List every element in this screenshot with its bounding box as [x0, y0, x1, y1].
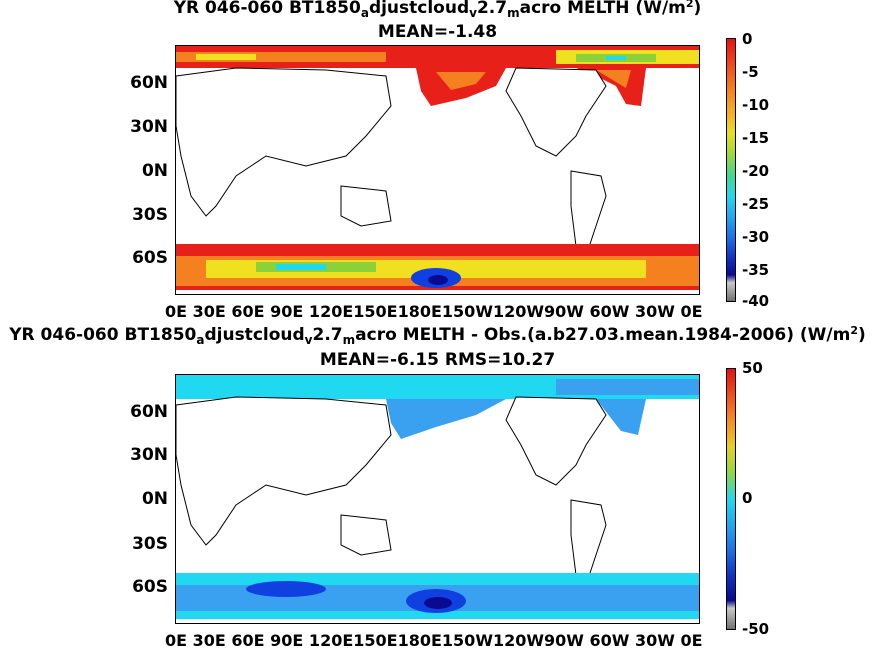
- colorbar-tick: -20: [742, 162, 770, 180]
- lat-label: 30S: [132, 205, 168, 225]
- australia-outline: [340, 514, 392, 556]
- colorbar-tick: 0: [742, 489, 753, 507]
- map-panel-difference: [175, 374, 700, 624]
- south-america-outline: [570, 170, 607, 257]
- colorbar-tick: -25: [742, 195, 770, 213]
- model-meltflux-map: [176, 46, 699, 294]
- north-pacific-diff: [386, 399, 506, 439]
- north-america-outline: [505, 396, 607, 486]
- panel2-subtitle: MEAN=-6.15 RMS=10.27: [319, 350, 556, 370]
- australia-outline: [340, 185, 392, 227]
- colorbar-tick: 50: [742, 359, 763, 377]
- lat-label: 0N: [141, 161, 168, 181]
- colorbar-tick: -40: [742, 292, 770, 310]
- lat-label: 60N: [130, 73, 168, 93]
- lat-label: 30N: [130, 445, 168, 465]
- map-panel-model: [175, 45, 700, 295]
- colorbar-difference: [726, 368, 736, 630]
- lat-label: 60S: [132, 248, 168, 268]
- colorbar-tick: -50: [742, 620, 770, 638]
- lat-label: 60N: [130, 402, 168, 422]
- colorbar-tick: -30: [742, 228, 770, 246]
- north-america-outline: [505, 67, 607, 157]
- eurasia-africa-outline: [176, 67, 392, 217]
- colorbar-tick: 0: [742, 30, 753, 48]
- lat-label: 30S: [132, 534, 168, 554]
- lon-labels: 0E 30E 60E 90E 120E150E180E150W120W90W 6…: [165, 631, 703, 650]
- lat-label: 30N: [130, 117, 168, 137]
- colorbar-tick: -15: [742, 129, 770, 147]
- colorbar-tick: -35: [742, 261, 770, 279]
- lon-labels: 0E 30E 60E 90E 120E150E180E150W120W90W 6…: [165, 302, 703, 321]
- colorbar-tick: -10: [742, 96, 770, 114]
- colorbar-tick: -5: [742, 63, 759, 81]
- difference-map: [176, 375, 699, 619]
- lat-label: 60S: [132, 577, 168, 597]
- panel1-title: YR 046-060 BT1850adjustcloudv2.7macro ME…: [173, 0, 702, 20]
- colorbar-model: [726, 38, 736, 302]
- north-atlantic-diff: [596, 399, 646, 435]
- lat-label: 0N: [141, 489, 168, 509]
- south-america-outline: [570, 499, 607, 586]
- eurasia-africa-outline: [176, 396, 392, 546]
- panel1-subtitle: MEAN=-1.48: [377, 22, 498, 42]
- panel2-title: YR 046-060 BT1850adjustcloudv2.7macro ME…: [9, 324, 866, 347]
